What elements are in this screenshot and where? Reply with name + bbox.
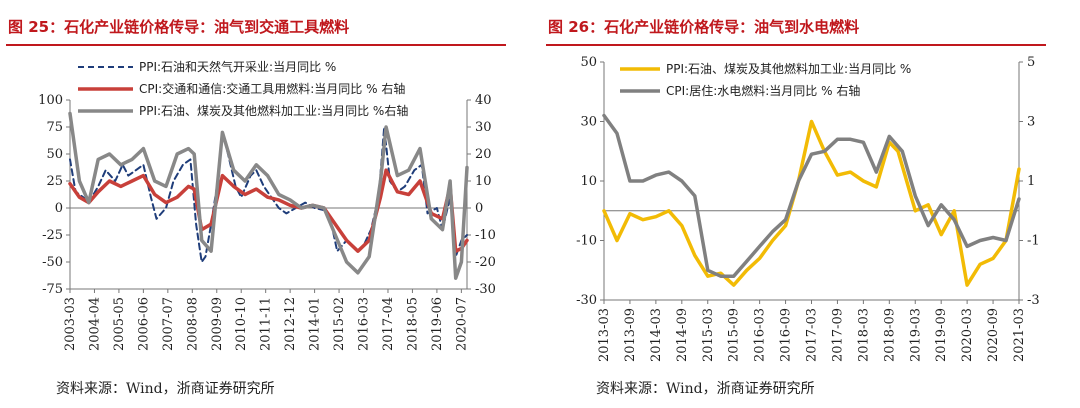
source-note: 资料来源：Wind，浙商证券研究所 [56, 381, 275, 397]
legend-label: CPI:交通和通信:交通工具用燃料:当月同比 % 右轴 [139, 81, 405, 96]
y-tick-label-right: -3 [1027, 293, 1040, 308]
series-line [602, 119, 1021, 287]
y-tick-label-left: 50 [46, 147, 63, 162]
x-tick-label: 2007-07 [161, 297, 176, 351]
x-tick-label: 2016-09 [779, 308, 794, 362]
x-tick-label: 2009-09 [210, 297, 225, 351]
y-tick-label-left: -75 [42, 282, 63, 297]
series-line [68, 168, 469, 253]
legend-label: PPI:石油、煤炭及其他燃料加工业:当月同比 %右轴 [139, 103, 408, 118]
y-tick-label-right: -30 [475, 282, 496, 297]
x-tick-label: 2021-03 [1012, 308, 1027, 362]
series-line [69, 126, 468, 263]
x-tick-label: 2014-09 [675, 308, 690, 362]
x-tick-label: 2014-03 [649, 308, 664, 362]
y-tick-label-left: 100 [38, 93, 63, 108]
legend-label: CPI:居住:水电燃料:当月同比 % 右轴 [666, 83, 860, 98]
x-tick-label: 2011-11 [259, 297, 274, 351]
y-tick-label-right: -10 [475, 228, 496, 243]
legend-label: PPI:石油和天然气开采业:当月同比 % [139, 59, 336, 74]
y-tick-label-left: 0 [55, 201, 63, 216]
chart-title: 图 26：石化产业链价格传导：油气到水电燃料 [548, 18, 860, 36]
y-tick-label-left: -30 [576, 293, 597, 308]
x-tick-label: 2008-08 [185, 297, 200, 351]
chart-svg: 50 30 10 -10 -30 5 3 1 -1 -3 2013-03 2013-09 2014-03… [576, 55, 1040, 362]
y-tick-label-left: -10 [576, 234, 597, 249]
x-tick-label: 2020-07 [454, 297, 469, 351]
title-rule [546, 44, 1046, 46]
y-tick-label-right: -1 [1027, 234, 1040, 249]
x-tick-label: 2016-03 [753, 308, 768, 362]
y-tick-label-right: 0 [475, 201, 483, 216]
chart-panel-right: 图 26：石化产业链价格传导：油气到水电燃料 50 30 10 -10 -30 5 3 1 -1… [540, 0, 1080, 408]
chart-panel-left: 图 25：石化产业链价格传导：油气到交通工具燃料 100 75 50 25 0 -25 -5… [6, 18, 506, 397]
y-tick-label-right: 30 [475, 120, 492, 135]
x-tick-label: 2020-03 [960, 308, 975, 362]
y-tick-label-right: 10 [475, 174, 492, 189]
y-tick-label-right: 40 [475, 93, 492, 108]
y-tick-label-left: 50 [580, 55, 597, 70]
x-tick-label: 2019-06 [430, 297, 445, 351]
y-tick-label-left: 25 [46, 174, 63, 189]
title-rule [6, 44, 506, 46]
chart-svg: 1007550250-25-50-75403020100-10-20-30200… [38, 59, 496, 351]
x-tick-label: 2004-04 [87, 297, 102, 351]
y-tick-label-right: 3 [1027, 115, 1035, 130]
y-tick-label-left: 30 [580, 115, 597, 130]
x-tick-label: 2018-09 [882, 308, 897, 362]
x-tick-label: 2015-02 [332, 297, 347, 351]
legend-label: PPI:石油、煤炭及其他燃料加工业:当月同比 % [666, 61, 911, 76]
x-tick-label: 2013-09 [623, 308, 638, 362]
x-tick-label: 2013-03 [597, 308, 612, 362]
y-tick-label-left: -25 [42, 228, 63, 243]
x-tick-label: 2019-03 [908, 308, 923, 362]
x-tick-label: 2017-09 [830, 308, 845, 362]
x-tick-label: 2014-01 [308, 297, 323, 351]
x-tick-label: 2017-03 [805, 308, 820, 362]
y-tick-label-left: -50 [42, 255, 63, 270]
series-line [602, 113, 1021, 278]
y-tick-label-left: 75 [46, 120, 63, 135]
x-tick-label: 2016-03 [357, 297, 372, 351]
y-tick-label-right: 20 [475, 147, 492, 162]
y-tick-label-right: -20 [475, 255, 496, 270]
x-tick-label: 2015-09 [727, 308, 742, 362]
y-tick-label-right: 1 [1027, 174, 1035, 189]
x-tick-label: 2003-03 [63, 297, 78, 351]
x-tick-label: 2015-03 [701, 308, 716, 362]
series-line [68, 111, 469, 280]
x-tick-label: 2018-05 [405, 297, 420, 351]
x-tick-label: 2019-09 [934, 308, 949, 362]
x-tick-label: 2010-10 [234, 297, 249, 351]
source-note: 资料来源：Wind，浙商证券研究所 [596, 381, 815, 397]
x-tick-label: 2005-05 [112, 297, 127, 351]
x-tick-label: 2012-12 [283, 297, 298, 351]
y-tick-label-left: 10 [580, 174, 597, 189]
x-tick-label: 2018-03 [856, 308, 871, 362]
x-tick-label: 2017-04 [381, 297, 396, 351]
x-tick-label: 2020-09 [986, 308, 1001, 362]
x-tick-label: 2006-06 [136, 297, 151, 351]
chart-title: 图 25：石化产业链价格传导：油气到交通工具燃料 [8, 18, 350, 36]
y-tick-label-right: 5 [1027, 55, 1035, 70]
